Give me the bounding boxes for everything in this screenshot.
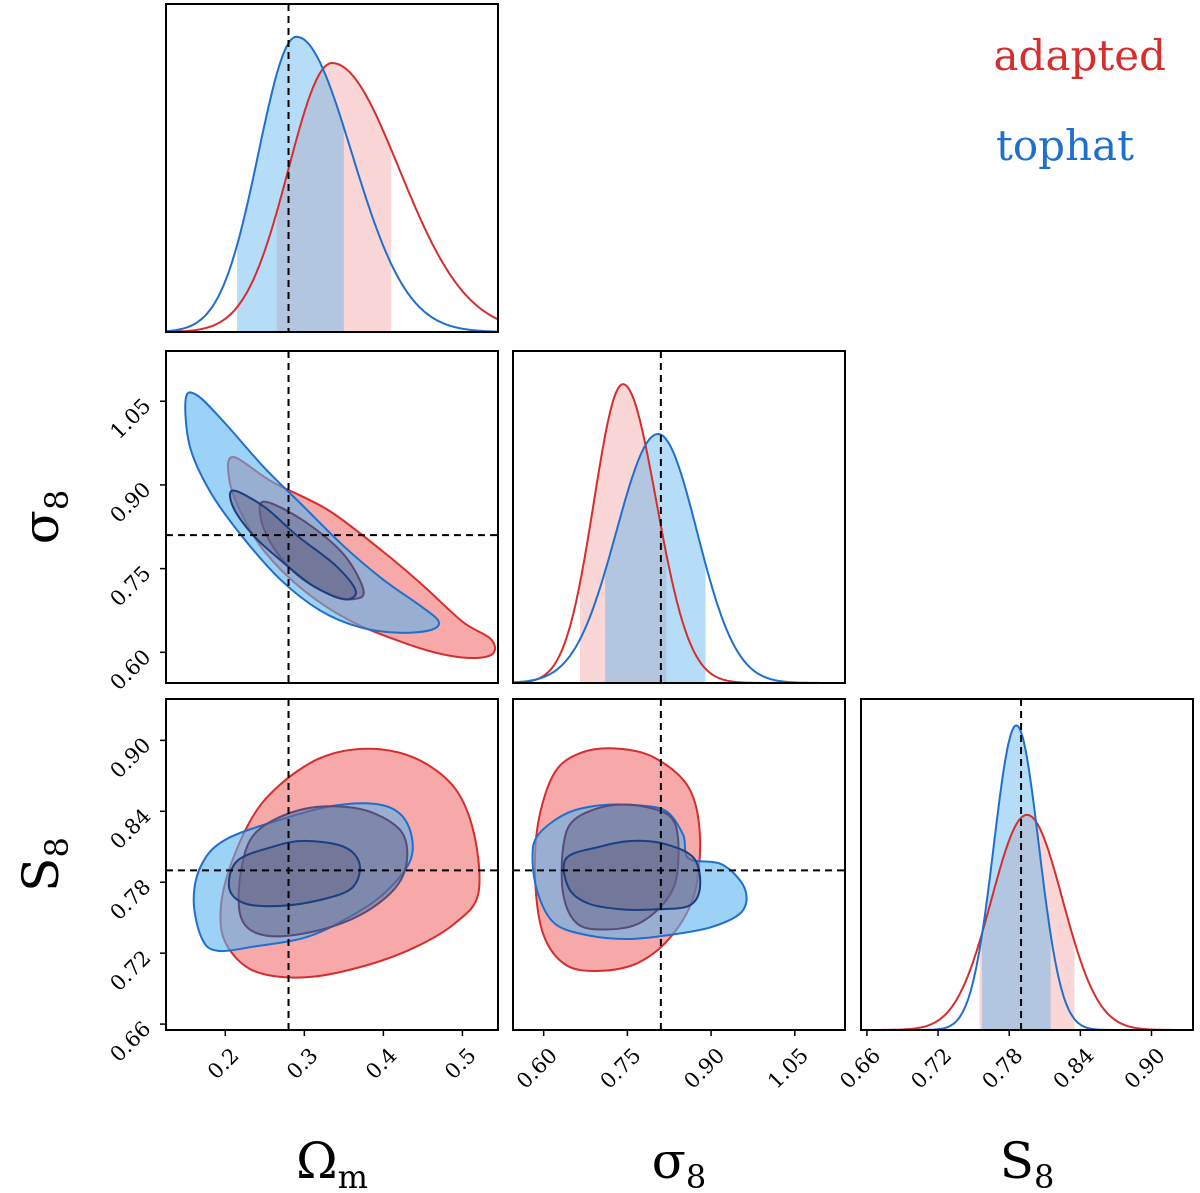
xaxis-label-s8: σ8 — [652, 1132, 707, 1193]
ytick-label-s8-3: 1.05 — [105, 394, 155, 444]
marginal-Om — [166, 4, 498, 332]
xtick-label-S8-0: 0.66 — [835, 1043, 885, 1093]
ytick-label-S8-0: 0.66 — [105, 1017, 155, 1067]
marginal-curve-tophat-Om — [166, 35, 498, 332]
marginal-curve-adapted-Om — [166, 61, 498, 332]
marginal-s8 — [513, 351, 845, 683]
marginal-curve-adapted-S8 — [861, 813, 1193, 1030]
xtick-label-S8-1: 0.72 — [906, 1043, 956, 1093]
yaxis-label-S8: S8 — [12, 837, 76, 892]
ytick-label-S8-2: 0.78 — [105, 875, 155, 925]
contour-outer-tophat — [184, 391, 441, 634]
marginal-S8 — [861, 699, 1193, 1030]
xtick-label-S8-3: 0.84 — [1049, 1043, 1099, 1093]
xtick-label-S8-4: 0.90 — [1120, 1043, 1170, 1093]
xaxis-label-sub-Om: m — [338, 1158, 368, 1193]
contour-inner-tophat — [228, 489, 357, 601]
ytick-label-s8-1: 0.75 — [105, 561, 155, 611]
xtick-label-s8-3: 1.05 — [763, 1043, 813, 1093]
marginal-band-tophat-Om — [237, 36, 344, 332]
ytick-label-s8-2: 0.90 — [105, 477, 155, 527]
xtick-label-Om-1: 0.3 — [282, 1043, 323, 1084]
marginal-curve-adapted-s8 — [513, 383, 845, 683]
marginal-band-adapted-Om — [276, 63, 392, 332]
xtick-label-s8-1: 0.75 — [596, 1043, 646, 1093]
panel-frame-Om-S8 — [165, 698, 499, 1031]
yaxis-label-sub-s8: 8 — [38, 490, 76, 510]
yaxis-label-sub-S8: 8 — [38, 837, 76, 857]
xtick-label-Om-0: 0.2 — [203, 1043, 244, 1084]
xaxis-label-sub-s8: 8 — [686, 1158, 706, 1193]
ytick-label-S8-3: 0.84 — [105, 804, 155, 854]
legend-entry-adapted: adapted — [994, 31, 1166, 80]
contour-inner-tophat — [562, 839, 702, 911]
xtick-label-Om-2: 0.4 — [361, 1043, 402, 1084]
xtick-label-s8-2: 0.90 — [679, 1043, 729, 1093]
panel-frame-S8-S8 — [860, 698, 1194, 1031]
xtick-label-Om-3: 0.5 — [440, 1043, 481, 1084]
marginal-curve-tophat-S8 — [861, 724, 1193, 1030]
marginal-band-tophat-s8 — [605, 434, 706, 683]
contour-panel-S8_vs_Om — [166, 699, 498, 1030]
panel-frame-Om-Om — [165, 3, 499, 333]
contour-inner-tophat — [227, 839, 362, 908]
ytick-label-S8-1: 0.72 — [105, 946, 155, 996]
contour-panel-s8_vs_Om — [166, 351, 498, 683]
contour-panel-S8_vs_s8 — [513, 699, 845, 1030]
marginal-band-adapted-S8 — [979, 814, 1075, 1030]
xaxis-label-S8: S8 — [1000, 1132, 1055, 1193]
ytick-label-s8-0: 0.60 — [105, 645, 155, 695]
ytick-label-S8-4: 0.90 — [105, 733, 155, 783]
panel-frame-Om-s8 — [165, 350, 499, 684]
panel-frame-s8-S8 — [512, 698, 846, 1031]
marginal-band-tophat-S8 — [981, 725, 1051, 1030]
panel-frame-s8-s8 — [512, 350, 846, 684]
xaxis-label-Om: Ωm — [296, 1132, 368, 1193]
xaxis-label-sub-S8: 8 — [1034, 1158, 1054, 1193]
legend-entry-tophat: tophat — [996, 121, 1134, 170]
xtick-label-S8-2: 0.78 — [977, 1043, 1027, 1093]
xtick-label-s8-0: 0.60 — [512, 1043, 562, 1093]
yaxis-label-s8: σ8 — [12, 490, 76, 545]
